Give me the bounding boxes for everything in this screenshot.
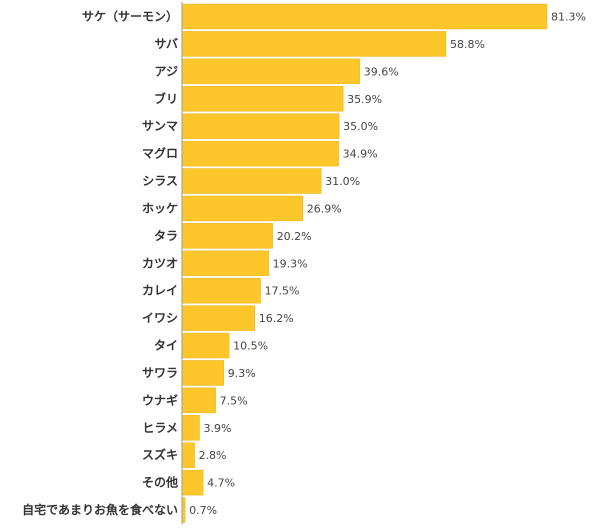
- bar: [181, 113, 340, 139]
- value-labels-group: 81.3% 58.8% 39.6% 35.9% 35.0% 34.9% 31.0% 26.9%…: [189, 11, 586, 518]
- category-label: サワラ: [142, 366, 178, 380]
- value-label: 58.8%: [450, 38, 485, 51]
- category-label: ホッケ: [142, 201, 178, 215]
- bar: [181, 332, 230, 359]
- bar: [181, 387, 216, 414]
- bar: [181, 140, 339, 167]
- value-label: 7.5%: [220, 394, 248, 407]
- bar: [181, 360, 225, 386]
- bar: [181, 250, 269, 277]
- bar: [181, 442, 195, 468]
- category-label: タイ: [154, 339, 178, 353]
- value-label: 9.3%: [228, 367, 256, 380]
- bars-group: [181, 3, 548, 523]
- category-label: ウナギ: [142, 392, 178, 407]
- value-label: 2.8%: [199, 449, 227, 462]
- value-label: 31.0%: [325, 175, 360, 188]
- bar: [181, 195, 304, 222]
- category-label: サケ（サーモン）: [82, 9, 178, 24]
- bar: [181, 31, 447, 57]
- category-label: サンマ: [142, 119, 178, 133]
- value-label: 81.3%: [551, 11, 586, 24]
- value-label: 0.7%: [189, 504, 217, 517]
- category-label: 自宅であまりお魚を食べない: [22, 502, 178, 517]
- value-label: 26.9%: [307, 202, 342, 215]
- category-label: カレイ: [142, 284, 178, 298]
- value-label: 39.6%: [364, 65, 399, 78]
- category-label: カツオ: [142, 256, 178, 270]
- category-label: スズキ: [142, 447, 178, 462]
- bar: [181, 58, 361, 85]
- category-labels-group: サケ（サーモン） サバアジブリサンママグロシラスホッケタラカツオカレイイワシタイサ…: [22, 9, 178, 518]
- category-label: ブリ: [154, 91, 178, 106]
- value-label: 20.2%: [277, 230, 312, 243]
- bar: [181, 168, 322, 194]
- bar: [181, 277, 261, 304]
- bar: [181, 223, 273, 249]
- value-label: 35.0%: [343, 120, 378, 133]
- category-label: タラ: [154, 229, 178, 243]
- value-label: 16.2%: [259, 312, 294, 325]
- value-label: 4.7%: [207, 477, 235, 490]
- category-label: マグロ: [142, 146, 178, 161]
- bar: [181, 415, 200, 441]
- category-label: ヒラメ: [142, 421, 178, 435]
- bar: [181, 86, 344, 112]
- value-label: 10.5%: [233, 340, 268, 353]
- value-label: 17.5%: [265, 285, 300, 298]
- value-label: 34.9%: [343, 148, 378, 161]
- category-label: イワシ: [142, 311, 178, 325]
- category-label: シラス: [142, 174, 178, 188]
- category-label: その他: [142, 475, 178, 490]
- bar: [181, 3, 548, 30]
- value-label: 3.9%: [204, 422, 232, 435]
- bar: [181, 469, 204, 496]
- value-label: 19.3%: [273, 257, 308, 270]
- category-label: アジ: [154, 64, 178, 78]
- value-label: 35.9%: [347, 93, 382, 106]
- bar: [181, 305, 255, 331]
- category-label: サバ: [154, 37, 178, 51]
